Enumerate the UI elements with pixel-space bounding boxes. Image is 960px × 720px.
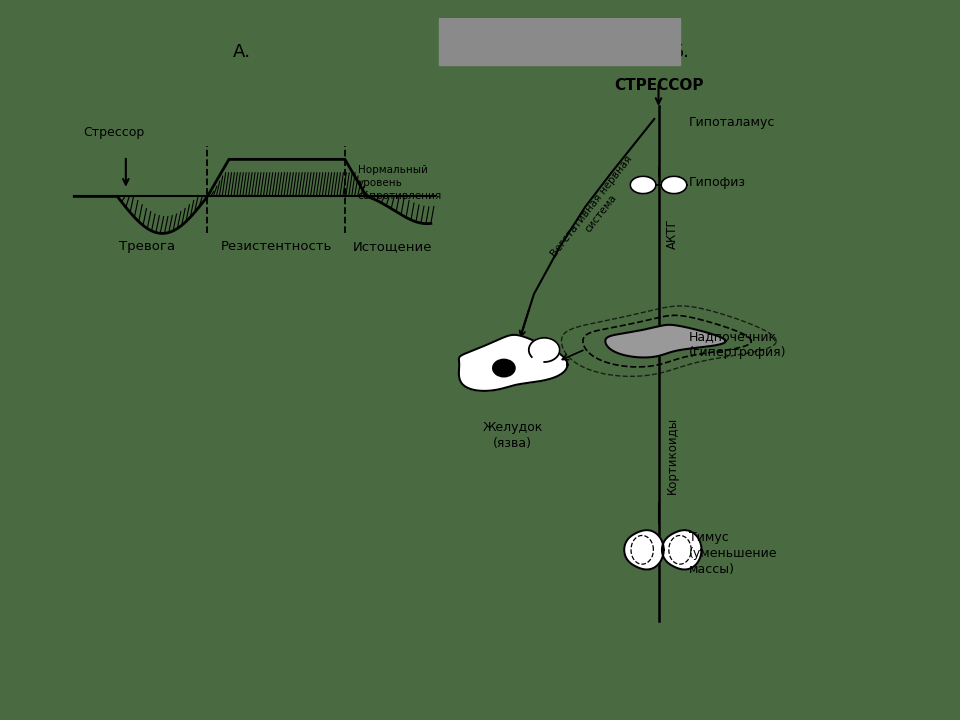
Text: АКТГ: АКТГ <box>665 218 679 248</box>
Text: Кортикоиды: Кортикоиды <box>665 417 679 494</box>
Text: СТРЕССОР: СТРЕССОР <box>613 78 704 93</box>
Bar <box>440 18 680 65</box>
Text: Вегетативная нервная
система: Вегетативная нервная система <box>549 154 644 266</box>
Polygon shape <box>529 338 560 362</box>
Text: А.: А. <box>232 42 251 60</box>
Text: Тимус
(уменьшение
массы): Тимус (уменьшение массы) <box>688 531 777 576</box>
Polygon shape <box>624 530 663 570</box>
Text: Стрессор: Стрессор <box>83 126 144 139</box>
Text: Нормальный
уровень
сопротивления: Нормальный уровень сопротивления <box>358 165 442 201</box>
Text: Желудок
(язва): Желудок (язва) <box>482 420 542 449</box>
Text: Истощение: Истощение <box>352 240 432 253</box>
Circle shape <box>492 359 516 377</box>
Text: Б.: Б. <box>671 42 689 60</box>
Polygon shape <box>661 176 687 194</box>
Polygon shape <box>605 325 726 358</box>
Text: Резистентность: Резистентность <box>221 240 332 253</box>
Text: Гипоталамус: Гипоталамус <box>688 116 775 129</box>
Polygon shape <box>630 176 656 194</box>
Polygon shape <box>662 530 702 570</box>
Polygon shape <box>459 335 567 391</box>
Text: Тревога: Тревога <box>119 240 176 253</box>
Text: Надпочечник
(гипертрофия): Надпочечник (гипертрофия) <box>688 330 786 359</box>
Text: Гипофиз: Гипофиз <box>688 176 746 189</box>
